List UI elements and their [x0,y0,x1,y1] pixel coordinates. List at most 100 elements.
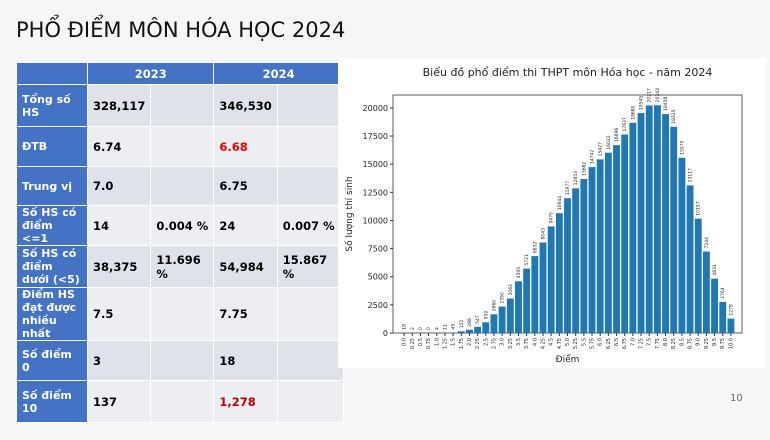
bar [572,188,580,333]
bar [686,185,694,333]
year-header: 2023 [86,62,215,85]
x-tick-label: 0.75 [426,338,432,349]
table-cell: 328,117 [86,84,152,127]
bar [694,218,702,333]
table-cell: 6.75 [213,166,278,206]
value-label: 0 [418,327,424,330]
table-row: Điểm HS đạt được nhiều nhất 7.5 7.75 [16,287,344,341]
value-label: 16022 [606,135,612,149]
y-tick-label: 12500 [363,188,388,197]
table-cell: 14 [86,205,152,246]
value-label: 11 [442,324,448,330]
x-tick-label: 7.75 [655,338,661,349]
x-tick-label: 0.25 [410,338,416,349]
y-tick-label: 10000 [363,216,388,225]
y-tick-label: 15000 [363,160,388,169]
value-label: 45 [451,324,457,330]
row-label: Số điểm 0 [16,340,88,381]
table-cell [276,84,344,127]
chart-title: Biểu đồ phổ điểm thi THPT môn Hóa học - … [423,66,713,79]
x-tick-label: 5.0 [565,338,571,346]
table-row: ĐTB 6.74 6.68 [16,126,344,167]
x-tick-label: 3.75 [524,338,530,349]
x-tick-label: 5.75 [590,338,596,349]
bar [539,242,547,333]
y-tick-label: 0 [383,329,388,338]
bar [613,145,620,333]
row-label: Tổng số HS [16,84,88,127]
y-axis-label: Số lượng thí sinh [344,176,355,251]
bar [711,278,719,333]
value-label: 10644 [557,196,563,210]
x-tick-label: 2.25 [475,338,481,349]
row-label: Số HS có điểm dưới (<5) [16,245,88,288]
x-tick-label: 0.5 [418,338,424,346]
table-cell: 1,278 [213,380,278,423]
value-label: 4595 [516,267,522,279]
value-label: 18680 [630,105,636,119]
row-label: ĐTB [16,126,88,167]
bar [474,326,482,333]
bar [555,213,563,333]
row-label: Số HS có điểm <=1 [16,205,88,246]
x-tick-label: 6.75 [622,338,628,349]
table-cell: 15.867 % [276,245,344,288]
table-cell: 6.74 [86,126,152,167]
value-label: 4831 [712,264,718,276]
value-label: 18325 [671,109,677,123]
table-row: Số HS có điểm dưới (<5) 38,375 11.696 % 54,… [16,245,344,288]
value-label: 6832 [532,242,538,254]
x-tick-label: 9.5 [712,338,718,346]
x-tick-label: 5.5 [581,338,587,346]
value-label: 9470 [549,212,555,224]
value-label: 2350 [500,292,506,304]
bar [498,306,506,333]
x-tick-label: 6.0 [598,338,604,346]
header-row: 2023 2024 [16,62,344,85]
table-row: Số điểm 0 3 18 [16,340,344,381]
x-tick-label: 4.0 [532,338,538,346]
table-cell [276,340,344,381]
x-tick-label: 4.75 [557,338,563,349]
bar [564,198,571,333]
value-label: 17637 [622,117,628,131]
value-label: 288 [467,318,473,327]
value-label: 7244 [704,237,710,249]
x-tick-label: 4.5 [549,338,555,346]
value-label: 1660 [491,300,497,312]
table-row: Số HS có điểm <=1 14 0.004 % 24 0.007 % [16,205,344,246]
x-tick-label: 7.25 [639,338,645,349]
value-label: 1278 [728,304,734,316]
table-cell: 7.5 [86,287,152,341]
bar [515,281,522,333]
table-cell: 0.007 % [276,205,344,246]
table-cell [150,340,215,381]
year-header: 2024 [213,62,344,85]
value-label: 8043 [540,228,546,240]
table-cell: 3 [86,340,152,381]
bar [604,152,612,333]
value-label: 2 [410,327,416,330]
page-number: 10 [730,393,743,404]
table-cell: 0.004 % [150,205,215,246]
table-cell: 54,984 [213,245,278,288]
x-tick-label: 9.75 [720,338,726,349]
value-label: 5721 [524,254,530,266]
value-label: 11977 [565,181,571,195]
x-tick-label: 1.75 [459,338,465,349]
chart: Biểu đồ phổ điểm thi THPT môn Hóa học - … [338,58,766,368]
bar [523,268,531,333]
bar [727,318,735,333]
x-tick-label: 8.5 [679,338,685,346]
value-label: 10157 [696,201,702,215]
value-label: 2764 [720,287,726,299]
bar [719,301,727,333]
bar [653,105,661,333]
table-row: Trung vị 7.0 6.75 [16,166,344,206]
x-tick-label: 2.0 [467,338,473,346]
x-tick-label: 8.0 [663,338,669,346]
bar [547,226,555,333]
y-tick-label: 5000 [368,273,388,282]
table-cell [276,287,344,341]
bar [670,126,678,333]
